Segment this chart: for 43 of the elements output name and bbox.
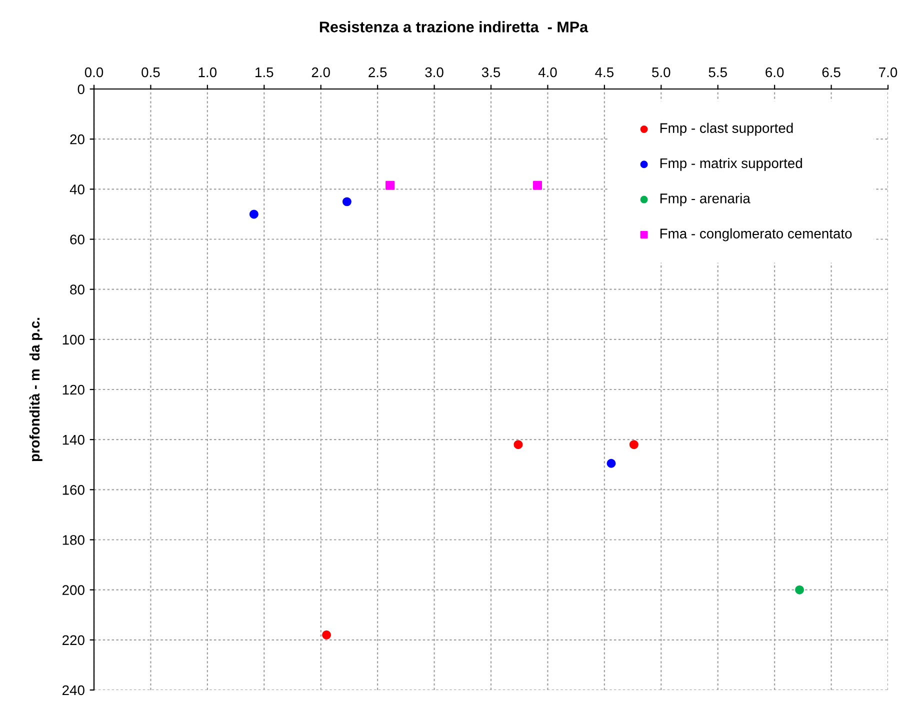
- y-tick-label: 40: [70, 184, 84, 194]
- x-tick-label: 0.0: [84, 67, 104, 78]
- legend-label: Fma - conglomerato cementato: [660, 228, 852, 242]
- x-tick-label: 5.5: [708, 68, 727, 78]
- y-tick-label: 180: [62, 535, 84, 545]
- x-tick-label: 6.0: [766, 67, 784, 78]
- y-tick-label: 60: [70, 234, 84, 244]
- x-tick-label: 4.5: [595, 68, 614, 78]
- point: [322, 630, 332, 640]
- y-tick-label: 140: [62, 434, 84, 445]
- x-tick-label: 7.0: [879, 67, 898, 78]
- x-tick-label: 1.5: [256, 68, 274, 78]
- point: [342, 197, 352, 206]
- y-tick-label: 0: [78, 84, 84, 94]
- x-tick-label: 3.0: [425, 67, 444, 78]
- x-tick-label: 1.0: [198, 67, 217, 78]
- point: [386, 180, 395, 190]
- y-tick-label: 160: [62, 485, 84, 495]
- point: [514, 440, 523, 450]
- x-tick-label: 3.5: [482, 67, 500, 78]
- legend-label: Fmp - matrix supported: [660, 158, 802, 171]
- x-tick-label: 2.0: [312, 67, 330, 78]
- y-tick-label: 80: [70, 284, 84, 295]
- y-tick-label: 100: [62, 334, 84, 345]
- point: [249, 210, 258, 219]
- y-tick-label: 220: [62, 635, 84, 646]
- x-tick-label: 4.0: [538, 67, 557, 78]
- x-tick-label: 0.5: [142, 67, 160, 78]
- point: [533, 180, 542, 190]
- point: [629, 440, 638, 450]
- x-tick-label: 5.0: [652, 67, 670, 78]
- y-tick-label: 200: [62, 585, 84, 596]
- y-tick-label: 240: [62, 685, 84, 696]
- point: [606, 458, 616, 468]
- x-tick-label: 2.5: [368, 67, 387, 78]
- x-tick-label: 6.5: [822, 67, 840, 78]
- y-tick-label: 120: [62, 384, 84, 395]
- point: [795, 585, 804, 594]
- y-tick-label: 20: [70, 134, 84, 144]
- legend-label: Fmp - clast supported: [660, 122, 793, 136]
- y-axis-title: profondità - m da p.c.: [29, 318, 42, 462]
- chart-title: Resistenza a trazione indiretta - MPa: [320, 21, 588, 32]
- legend-label: Fmp - arenaria: [660, 193, 750, 206]
